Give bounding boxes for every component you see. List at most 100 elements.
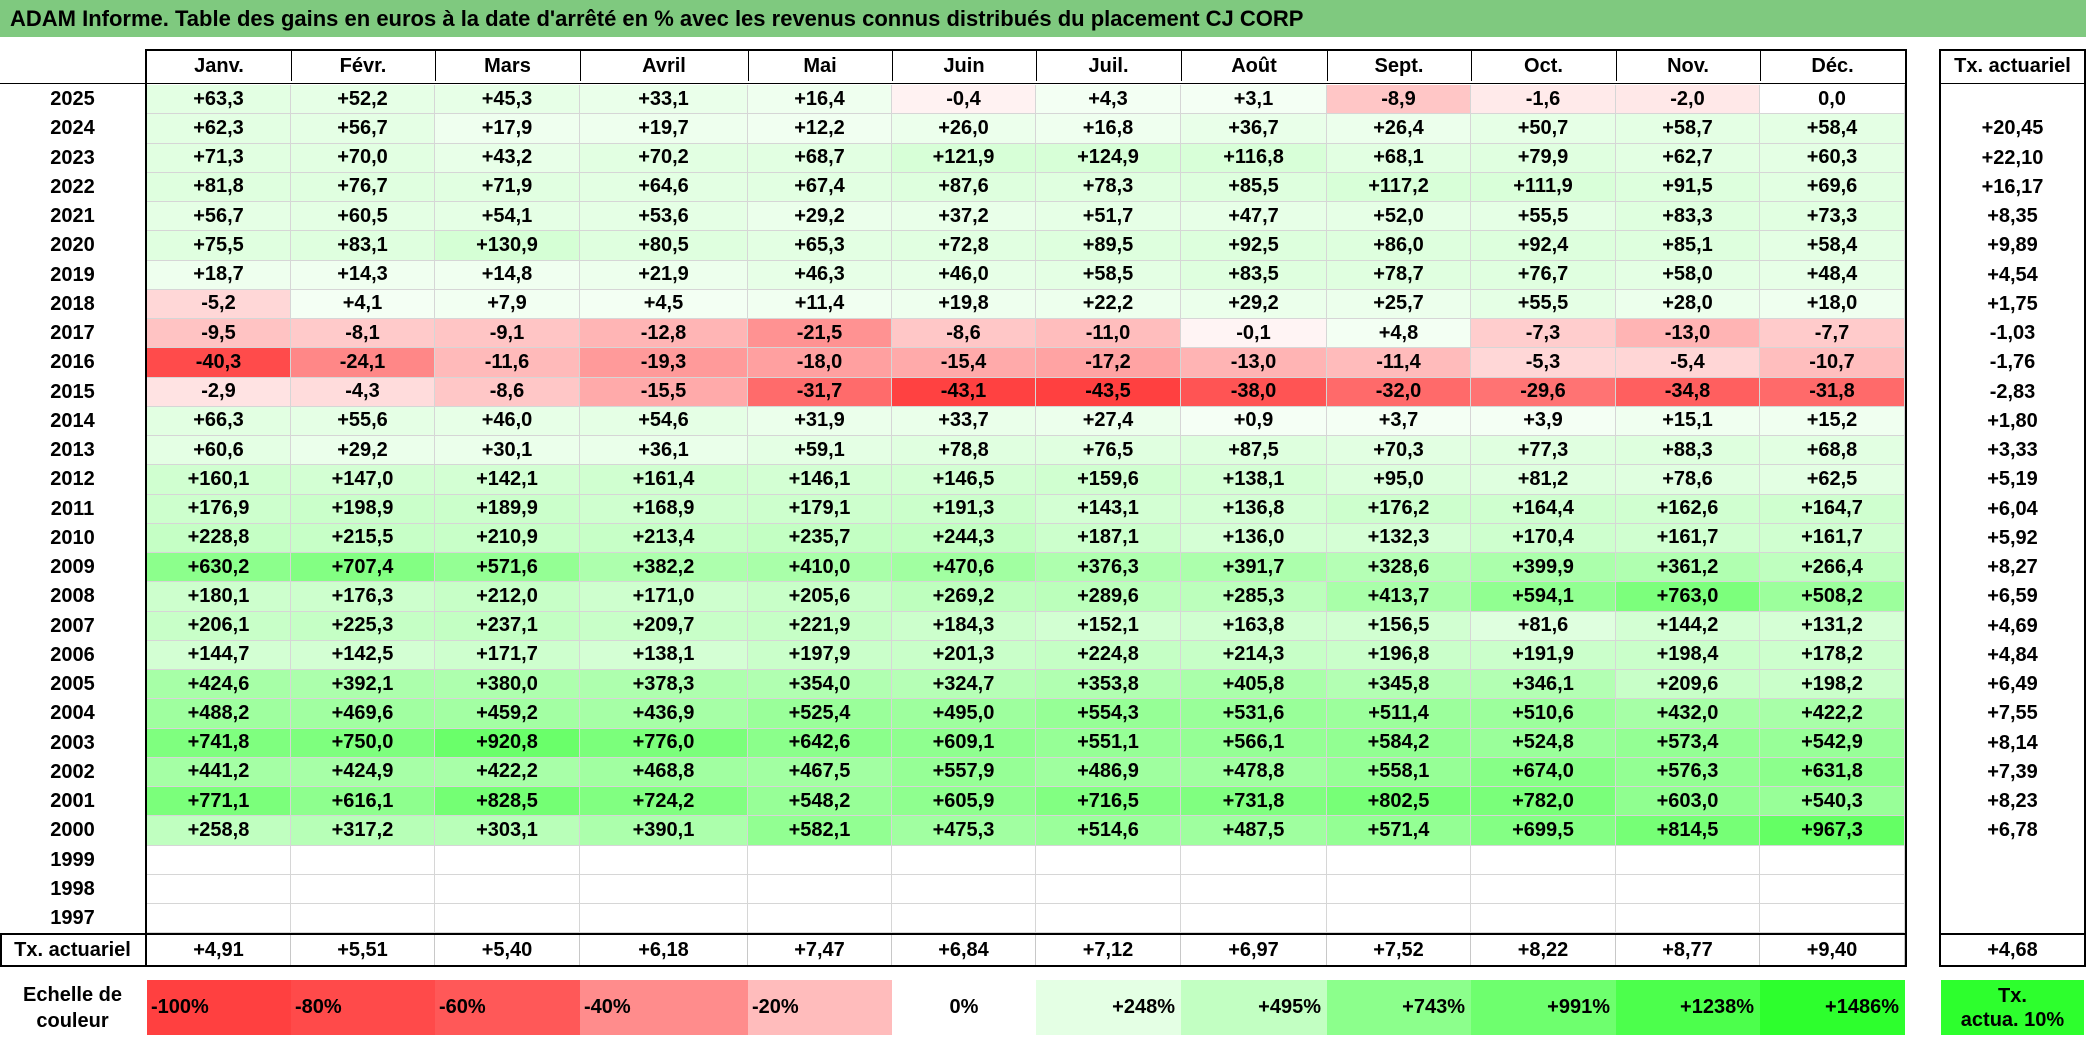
heatmap-cell: +45,3 xyxy=(435,85,580,115)
row-rate-cell: +8,35 xyxy=(1987,205,2038,228)
heatmap-cell: +285,3 xyxy=(1181,582,1327,612)
heatmap-cell: +89,5 xyxy=(1036,231,1181,261)
heatmap-cell xyxy=(147,845,291,875)
footer-total-rate: +4,68 xyxy=(1987,938,2038,961)
scale-step: -20% xyxy=(748,980,892,1035)
heatmap-cell: +26,4 xyxy=(1327,114,1471,144)
heatmap-cell: +130,9 xyxy=(435,231,580,261)
grid-line xyxy=(1940,933,2085,935)
heatmap-cell xyxy=(1616,845,1760,875)
heatmap-cell: +11,4 xyxy=(748,289,892,319)
row-year-label: 1999 xyxy=(50,848,95,871)
heatmap-cell: +524,8 xyxy=(1471,728,1616,758)
heatmap-cell: -7,7 xyxy=(1760,319,1905,349)
heatmap-cell xyxy=(147,904,291,934)
heatmap-cell: +76,7 xyxy=(291,172,435,202)
row-year-label: 2013 xyxy=(50,439,95,462)
heatmap-cell: +83,5 xyxy=(1181,260,1327,290)
grid-line xyxy=(1939,933,1941,967)
row-rate-cell: +6,59 xyxy=(1987,585,2038,608)
row-rate-cell xyxy=(1941,875,2084,904)
heatmap-cell xyxy=(1036,845,1181,875)
row-rate-cell: -2,83 xyxy=(1989,380,2036,403)
scale-step: +991% xyxy=(1471,980,1616,1035)
heatmap-cell: -15,5 xyxy=(580,377,748,407)
heatmap-cell: +378,3 xyxy=(580,670,748,700)
heatmap-cell: +573,4 xyxy=(1616,728,1760,758)
heatmap-cell: +46,3 xyxy=(748,260,892,290)
grid-line xyxy=(892,51,893,81)
grid-line xyxy=(146,49,1906,51)
heatmap-cell: -4,3 xyxy=(291,377,435,407)
scale-step: +1486% xyxy=(1760,980,1905,1035)
column-header: Juil. xyxy=(1088,54,1129,77)
heatmap-cell: +91,5 xyxy=(1616,172,1760,202)
row-year-label: 2007 xyxy=(50,614,95,637)
heatmap-cell: +72,8 xyxy=(892,231,1036,261)
heatmap-cell: +4,8 xyxy=(1327,319,1471,349)
heatmap-cell: -5,2 xyxy=(147,289,291,319)
row-year-label: 2001 xyxy=(50,790,95,813)
row-rate-cell: +6,49 xyxy=(1987,673,2038,696)
grid-line xyxy=(1939,49,1941,936)
heatmap-cell: +78,3 xyxy=(1036,172,1181,202)
heatmap-cell: +162,6 xyxy=(1616,494,1760,524)
heatmap-cell: +353,8 xyxy=(1036,670,1181,700)
heatmap-cell: +46,0 xyxy=(892,260,1036,290)
heatmap-cell: +87,6 xyxy=(892,172,1036,202)
heatmap-cell: +346,1 xyxy=(1471,670,1616,700)
heatmap-cell: +161,7 xyxy=(1760,523,1905,553)
heatmap-cell: +196,8 xyxy=(1327,640,1471,670)
heatmap-cell: +55,5 xyxy=(1471,289,1616,319)
heatmap-cell: +542,9 xyxy=(1760,728,1905,758)
row-rate-cell: +8,14 xyxy=(1987,731,2038,754)
heatmap-cell: +424,6 xyxy=(147,670,291,700)
heatmap-cell: +212,0 xyxy=(435,582,580,612)
heatmap-cell: +828,5 xyxy=(435,787,580,817)
heatmap-cell: +436,9 xyxy=(580,699,748,729)
heatmap-cell: +67,4 xyxy=(748,172,892,202)
heatmap-cell: +56,7 xyxy=(147,202,291,232)
heatmap-cell: +58,7 xyxy=(1616,114,1760,144)
heatmap-cell: +19,8 xyxy=(892,289,1036,319)
row-rate-cell: -1,03 xyxy=(1989,322,2036,345)
heatmap-cell: +54,6 xyxy=(580,406,748,436)
heatmap-cell: +85,5 xyxy=(1181,172,1327,202)
heatmap-cell: +60,6 xyxy=(147,436,291,466)
heatmap-cell: +70,0 xyxy=(291,143,435,173)
heatmap-cell: +179,1 xyxy=(748,494,892,524)
footer-rate-cell: +6,84 xyxy=(892,935,1036,965)
heatmap-cell: +16,8 xyxy=(1036,114,1181,144)
row-rate-cell: +1,75 xyxy=(1987,292,2038,315)
heatmap-cell: +170,4 xyxy=(1471,523,1616,553)
heatmap-cell: +124,9 xyxy=(1036,143,1181,173)
heatmap-cell: +605,9 xyxy=(892,787,1036,817)
heatmap-cell: +475,3 xyxy=(892,816,1036,846)
heatmap-cell xyxy=(1036,874,1181,904)
row-year-label: 2021 xyxy=(50,205,95,228)
heatmap-cell: +52,0 xyxy=(1327,202,1471,232)
heatmap-cell: +15,2 xyxy=(1760,406,1905,436)
heatmap-cell: +399,9 xyxy=(1471,553,1616,583)
heatmap-cell: -8,9 xyxy=(1327,85,1471,115)
row-rate-cell: +6,04 xyxy=(1987,497,2038,520)
heatmap-cell: +81,8 xyxy=(147,172,291,202)
heatmap-cell: +487,5 xyxy=(1181,816,1327,846)
heatmap-cell: +64,6 xyxy=(580,172,748,202)
heatmap-cell: +18,7 xyxy=(147,260,291,290)
heatmap-cell: +92,5 xyxy=(1181,231,1327,261)
heatmap-cell xyxy=(1471,904,1616,934)
row-year-label: 1998 xyxy=(50,877,95,900)
grid-line xyxy=(1616,51,1617,81)
scale-step: -100% xyxy=(147,980,291,1035)
heatmap-cell: -9,1 xyxy=(435,319,580,349)
footer-label: Tx. actuariel xyxy=(14,938,131,961)
heatmap-cell: +171,7 xyxy=(435,640,580,670)
row-rate-cell xyxy=(1941,85,2084,114)
heatmap-cell xyxy=(291,904,435,934)
heatmap-cell: +58,0 xyxy=(1616,260,1760,290)
heatmap-cell xyxy=(1327,874,1471,904)
heatmap-cell: +221,9 xyxy=(748,611,892,641)
heatmap-cell xyxy=(1471,874,1616,904)
heatmap-cell xyxy=(1471,845,1616,875)
